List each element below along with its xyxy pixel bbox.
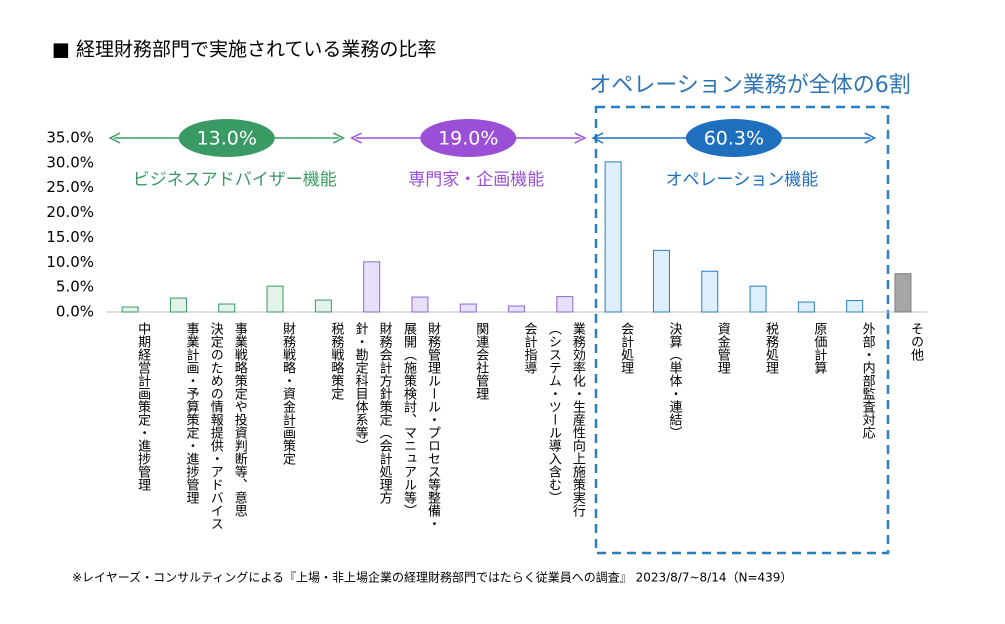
group-total-badge [178,119,275,157]
y-tick-label: 20.0% [46,203,94,221]
bar [314,299,332,313]
x-tick-label: 資金管理 [714,322,730,374]
bar [121,306,139,313]
bar [411,296,429,313]
x-tick-label: 原価計算 [811,322,827,374]
x-tick-label: 事業戦略策定や投資判断等、意思 決定のための情報提供・アドバイス [207,322,247,530]
x-tick-label: 会計指導 [521,322,537,374]
group-name: オペレーション機能 [666,170,819,190]
x-tick-label: 財務管理ルール・プロセス等整備・ 展開（施策検討、マニュアル等） [400,322,440,530]
arrow-head [108,132,121,144]
bar [749,285,767,313]
x-tick-label: 外部・内部監査対応 [859,322,875,439]
x-tick-label: 業務効率化・生産性向上施策実行 （システム・ツール導入含む） [545,322,585,517]
x-tick-label: 会計処理 [618,322,634,374]
bar [556,296,574,313]
footnote: ※レイヤーズ・コンサルティングによる『上場・非上場企業の経理財務部門ではたらく従… [72,570,792,585]
bar [508,305,526,313]
y-tick-label: 0.0% [56,303,94,321]
y-tick-label: 15.0% [46,228,94,246]
bar [701,270,719,313]
arrow-head [574,132,587,144]
y-tick-label: 5.0% [56,278,94,296]
x-tick-label: 中期経営計画策定・進捗管理 [135,322,151,491]
bar [266,285,284,313]
bar [459,303,477,313]
arrow-head [349,132,362,144]
y-tick-label: 25.0% [46,178,94,196]
x-tick-label: 税務処理 [763,322,779,374]
group-total-label: 60.3% [704,128,764,150]
bar [894,273,912,313]
group-total-badge [685,119,782,157]
bar [846,300,864,313]
x-tick-label: 関連会社管理 [473,322,489,400]
bar [363,261,381,313]
bar [169,297,187,313]
group-total-badge [420,119,517,157]
y-tick-label: 10.0% [46,253,94,271]
x-tick-label: 決算（単体・連結） [666,322,682,439]
bar [218,303,236,313]
chart-title: ■ 経理財務部門で実施されている業務の比率 [52,39,436,61]
arrow-head [864,132,877,144]
group-total-label: 19.0% [438,128,498,150]
bar [604,161,622,313]
x-tick-label: 財務会計方針策定（会計処理方 針・勘定科目体系等） [352,322,392,504]
y-tick-label: 30.0% [46,153,94,171]
group-name: ビジネスアドバイザー機能 [133,170,337,190]
group-total-label: 13.0% [197,128,257,150]
operation-box [594,105,890,555]
bar [652,249,670,313]
arrow-head [333,132,346,144]
group-name: 専門家・企画機能 [408,170,544,190]
y-tick-label: 35.0% [46,129,94,147]
x-tick-label: 事業計画・予算策定・進捗管理 [183,322,199,504]
x-tick-label: 税務戦略策定 [328,322,344,400]
x-tick-label: その他 [907,322,923,361]
headline: オペレーション業務が全体の6割 [589,73,911,98]
bar [797,301,815,313]
x-tick-label: 財務戦略・資金計画策定 [280,322,296,465]
arrow-head [591,132,604,144]
